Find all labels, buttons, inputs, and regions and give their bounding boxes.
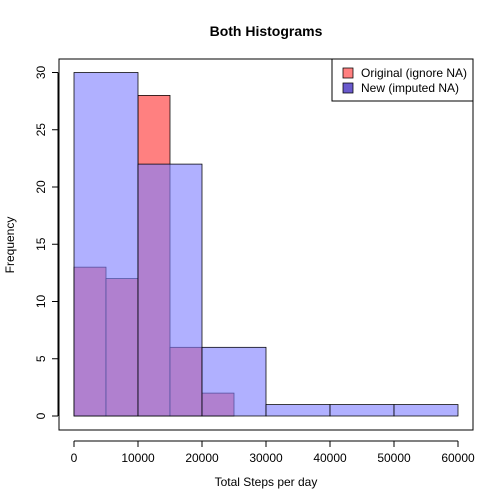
- y-tick-label: 5: [34, 355, 48, 362]
- x-tick-label: 0: [71, 451, 78, 465]
- bar-series2-5: [329, 404, 395, 417]
- x-tick-label: 60000: [441, 451, 475, 465]
- x-tick-label: 40000: [313, 451, 347, 465]
- y-tick-label: 30: [34, 66, 48, 80]
- bar-series2-3: [201, 346, 267, 417]
- bar-series2-4: [265, 404, 331, 417]
- y-tick-label: 10: [34, 295, 48, 309]
- legend: Original (ignore NA)New (imputed NA): [331, 58, 474, 102]
- legend-swatch-2: [342, 82, 354, 94]
- y-tick-label: 20: [34, 180, 48, 194]
- x-tick-label: 20000: [185, 451, 219, 465]
- chart-title: Both Histograms: [210, 23, 323, 39]
- bar-series2-2: [137, 163, 203, 417]
- plot-area: [58, 58, 474, 431]
- y-tick-label: 0: [34, 412, 48, 419]
- series-2: [73, 72, 459, 417]
- legend-label-2: New (imputed NA): [361, 81, 459, 95]
- x-tick-label: 10000: [121, 451, 155, 465]
- x-axis: 0 10000 20000 30000 40000 50000 60000: [71, 440, 475, 465]
- bars-layer: [73, 72, 459, 417]
- legend-box: [331, 58, 474, 102]
- y-tick-label: 15: [34, 237, 48, 251]
- y-axis-label: Frequency: [3, 217, 17, 274]
- y-tick-label: 25: [34, 123, 48, 137]
- legend-swatch-1: [342, 67, 354, 79]
- plot-border: [58, 58, 474, 431]
- x-axis-label: Total Steps per day: [215, 475, 318, 489]
- y-axis: 0 5 10 15 20 25 30: [34, 66, 59, 419]
- bar-series2-1: [73, 72, 139, 417]
- bar-series2-6: [393, 404, 459, 417]
- x-tick-label: 50000: [377, 451, 411, 465]
- x-tick-label: 30000: [249, 451, 283, 465]
- legend-label-1: Original (ignore NA): [361, 66, 467, 80]
